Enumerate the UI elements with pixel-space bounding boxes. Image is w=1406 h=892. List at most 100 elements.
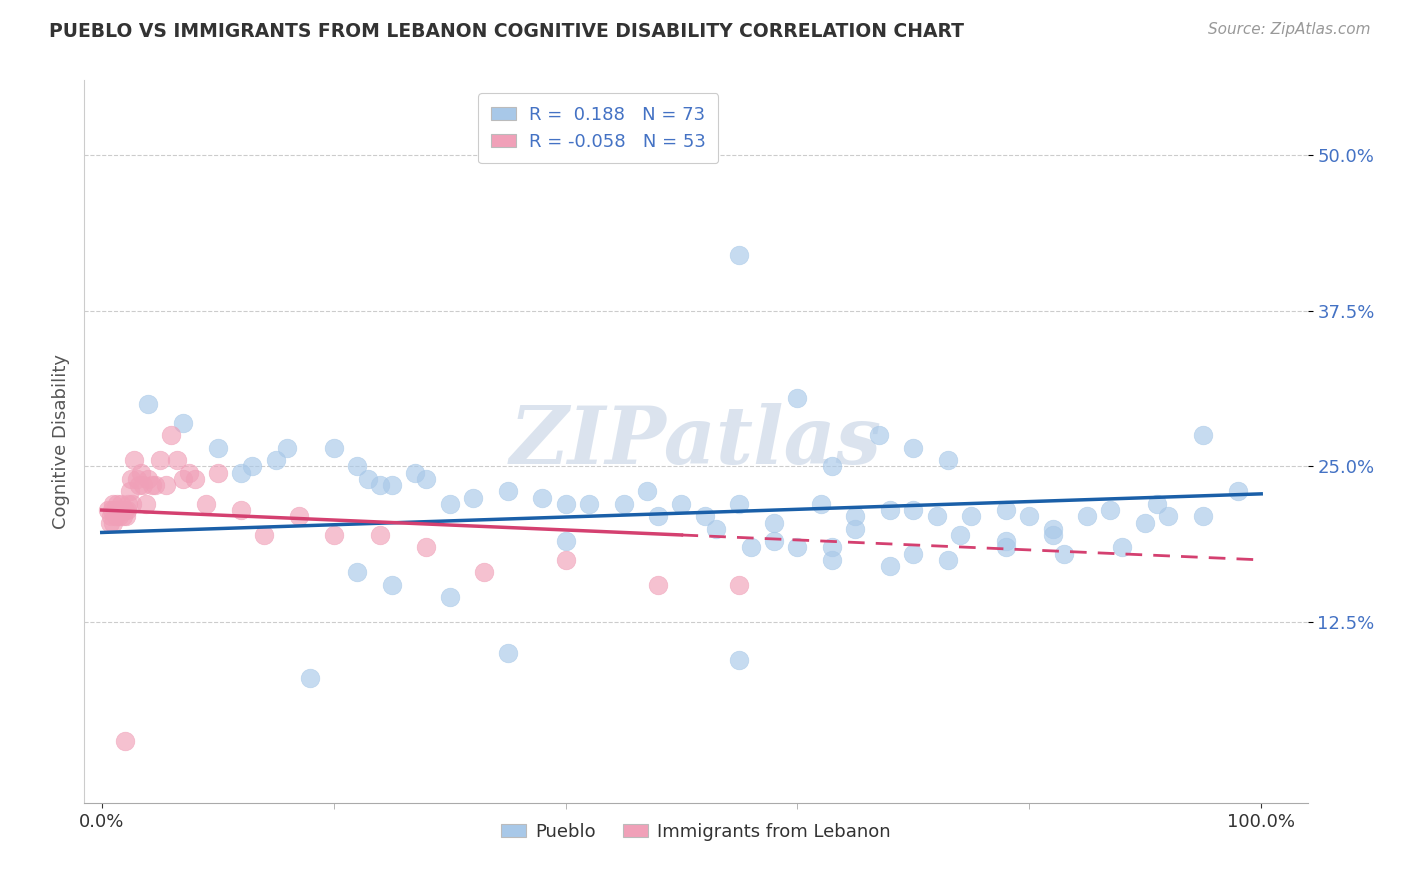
Point [461,491,484,505]
Point [1192,428,1215,442]
Point [740,541,762,555]
Point [183,472,205,486]
Point [995,503,1018,517]
Point [253,528,276,542]
Point [141,478,163,492]
Point [128,478,150,492]
Point [1042,528,1064,542]
Point [844,522,866,536]
Point [936,553,959,567]
Point [107,503,129,517]
Point [1227,484,1250,499]
Text: PUEBLO VS IMMIGRANTS FROM LEBANON COGNITIVE DISABILITY CORRELATION CHART: PUEBLO VS IMMIGRANTS FROM LEBANON COGNIT… [49,22,965,41]
Point [120,472,142,486]
Point [149,453,172,467]
Point [276,441,298,455]
Point [1042,522,1064,536]
Point [704,522,727,536]
Point [115,509,138,524]
Point [415,541,437,555]
Point [114,503,136,517]
Point [105,497,128,511]
Point [132,478,155,492]
Point [110,497,132,511]
Point [322,441,344,455]
Point [671,497,693,511]
Point [554,553,576,567]
Point [578,497,600,511]
Point [810,497,832,511]
Point [960,509,983,524]
Point [125,472,148,486]
Point [136,397,159,411]
Point [135,497,157,511]
Text: Source: ZipAtlas.com: Source: ZipAtlas.com [1208,22,1371,37]
Point [763,516,786,530]
Point [160,428,183,442]
Point [229,466,252,480]
Point [96,503,118,517]
Point [903,547,925,561]
Point [346,459,368,474]
Point [207,466,229,480]
Point [821,541,844,555]
Point [111,509,134,524]
Point [647,578,669,592]
Point [554,497,576,511]
Point [381,578,404,592]
Point [636,484,658,499]
Point [103,503,125,517]
Y-axis label: Cognitive Disability: Cognitive Disability [52,354,70,529]
Point [229,503,252,517]
Point [879,503,901,517]
Point [98,516,121,530]
Point [903,503,925,517]
Point [207,441,229,455]
Point [108,503,131,517]
Point [496,484,519,499]
Point [404,466,426,480]
Point [166,453,188,467]
Point [155,478,177,492]
Point [1135,516,1157,530]
Point [995,541,1018,555]
Point [496,646,519,660]
Point [143,478,166,492]
Point [195,497,218,511]
Point [531,491,554,505]
Point [1099,503,1122,517]
Point [728,497,751,511]
Point [177,466,200,480]
Point [439,497,461,511]
Point [172,416,194,430]
Point [868,428,890,442]
Point [949,528,972,542]
Point [612,497,634,511]
Point [1053,547,1076,561]
Point [368,528,391,542]
Point [172,472,194,486]
Point [110,503,132,517]
Point [122,453,145,467]
Point [439,591,461,605]
Point [118,484,141,499]
Point [108,509,131,524]
Point [786,391,808,405]
Point [554,534,576,549]
Point [1111,541,1133,555]
Point [936,453,959,467]
Point [728,578,751,592]
Point [136,472,159,486]
Point [647,509,669,524]
Point [104,503,127,517]
Point [117,503,139,517]
Point [415,472,437,486]
Point [1076,509,1098,524]
Point [103,516,125,530]
Point [728,248,751,262]
Point [104,509,127,524]
Point [346,566,368,580]
Point [786,541,808,555]
Point [1146,497,1168,511]
Point [101,503,124,517]
